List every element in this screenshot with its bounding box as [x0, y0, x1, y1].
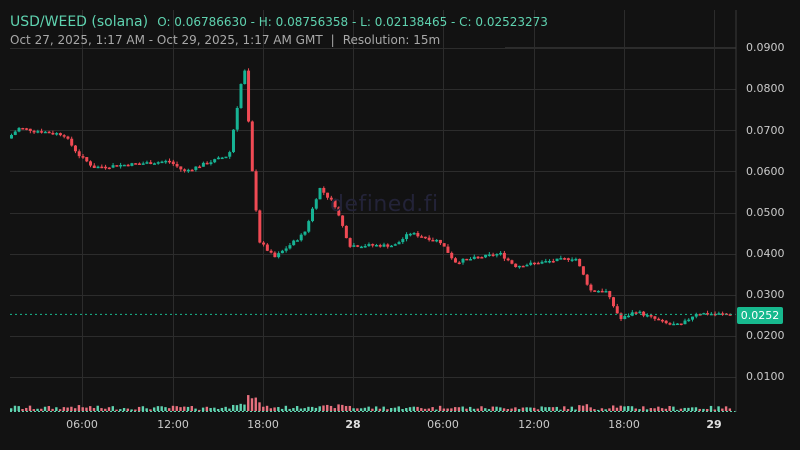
y-tick: 0.0300: [746, 288, 785, 301]
chart-grid: [10, 10, 736, 412]
pair-label: USD/WEED (solana): [10, 14, 149, 30]
watermark: defined.fi: [330, 192, 439, 217]
y-tick: 0.0100: [746, 370, 785, 383]
separator: |: [330, 33, 335, 47]
current-price-badge: 0.0252: [737, 307, 783, 324]
chart-subtitle: Oct 27, 2025, 1:17 AM - Oct 29, 2025, 1:…: [10, 33, 440, 47]
x-tick: 12:00: [518, 418, 550, 431]
date-range: Oct 27, 2025, 1:17 AM - Oct 29, 2025, 1:…: [10, 33, 323, 47]
volume-bars: [10, 395, 736, 412]
y-tick: 0.0500: [746, 206, 785, 219]
y-tick: 0.0900: [746, 41, 785, 54]
x-tick: 06:00: [427, 418, 459, 431]
x-tick: 18:00: [608, 418, 640, 431]
x-tick: 18:00: [247, 418, 279, 431]
x-tick: 12:00: [157, 418, 189, 431]
ohlc-values: O: 0.06786630 - H: 0.08756358 - L: 0.021…: [157, 15, 548, 29]
y-tick: 0.0600: [746, 165, 785, 178]
x-tick-day: 29: [706, 418, 722, 431]
resolution-label: Resolution: 15m: [342, 33, 441, 47]
chart-legend: USD/WEED (solana) O: 0.06786630 - H: 0.0…: [10, 11, 548, 30]
y-tick: 0.0200: [746, 329, 785, 342]
candlesticks: [10, 68, 732, 326]
x-tick: 06:00: [66, 418, 98, 431]
y-tick: 0.0400: [746, 247, 785, 260]
y-tick: 0.0800: [746, 82, 785, 95]
x-tick-day: 28: [345, 418, 361, 431]
y-tick: 0.0700: [746, 124, 785, 137]
